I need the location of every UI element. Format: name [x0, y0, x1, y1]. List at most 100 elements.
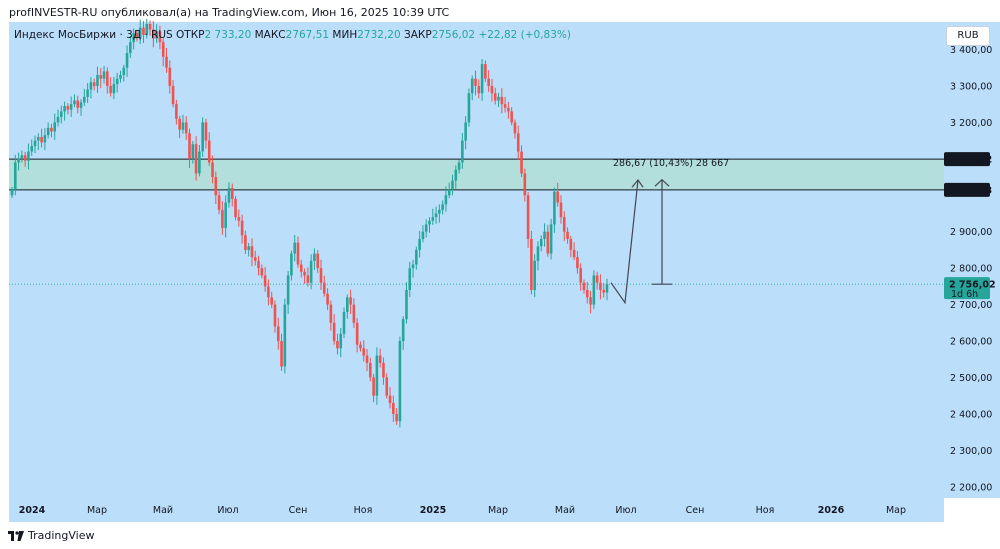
candle-body	[138, 27, 142, 39]
price-tick-label: 3 200,00	[950, 118, 992, 129]
candle-body	[359, 344, 362, 349]
candle-body	[553, 191, 556, 225]
candle-body	[280, 341, 283, 367]
candle-body	[467, 93, 471, 123]
price-tick-label: 2 900,00	[950, 227, 992, 238]
candle-body	[592, 275, 596, 305]
candle-body	[507, 107, 510, 112]
candle-body	[599, 282, 602, 291]
candle-body	[214, 177, 218, 196]
candle-body	[602, 290, 606, 293]
candle-body	[461, 140, 464, 163]
candle-body	[493, 93, 497, 101]
candle-body	[148, 23, 152, 30]
candle-body	[441, 204, 444, 210]
candle-body	[188, 133, 191, 159]
candle-body	[79, 102, 83, 108]
candle-body	[286, 275, 290, 305]
time-tick-label: Мар	[488, 505, 508, 516]
candle-body	[10, 189, 14, 196]
candle-body	[536, 246, 540, 261]
candle-body	[375, 355, 379, 396]
candle-body	[60, 111, 63, 117]
time-tick-label: Мар	[886, 505, 906, 516]
price-axis[interactable]	[944, 22, 1000, 498]
candle-body	[372, 377, 375, 396]
candle-body	[211, 162, 214, 178]
price-tick-label: 2 500,00	[950, 373, 992, 384]
candle-body	[533, 260, 536, 291]
candle-body	[355, 322, 359, 345]
candle-body	[572, 249, 576, 258]
low-label: МИН	[332, 29, 358, 41]
candle-body	[181, 122, 185, 130]
time-tick-label: Сен	[686, 505, 705, 516]
candle-body	[444, 195, 448, 205]
candle-body	[63, 105, 66, 112]
candle-body	[530, 238, 533, 291]
candle-body	[428, 220, 431, 225]
chart-area[interactable]	[9, 22, 944, 498]
candle-body	[464, 122, 467, 141]
candle-body	[369, 362, 372, 378]
candle-body	[194, 144, 198, 174]
candle-body	[401, 319, 405, 342]
candle-body	[569, 238, 573, 250]
candle-body	[342, 311, 346, 334]
candle-body	[76, 100, 80, 108]
candle-body	[257, 260, 260, 269]
candle-body	[171, 85, 175, 105]
candle-body	[438, 209, 441, 214]
price-tick-label: 2 800,00	[950, 264, 992, 275]
price-tick-label: 2 400,00	[950, 409, 992, 420]
candle-body	[303, 271, 306, 276]
candle-body	[309, 260, 313, 283]
symbol-legend: Индекс МосБиржи · 3Д · RUS ОТКР2 733,20 …	[14, 29, 571, 41]
candle-body	[585, 290, 589, 298]
candle-body	[13, 162, 17, 190]
tradingview-logo[interactable]: TradingView	[8, 529, 94, 542]
close-value: 2756,02	[431, 29, 476, 41]
time-tick-label: Июл	[615, 505, 636, 516]
candle-body	[83, 96, 86, 103]
candle-body	[135, 33, 139, 39]
candle-body	[405, 290, 408, 320]
candle-body	[165, 56, 168, 68]
candle-body	[158, 31, 162, 43]
candle-body	[424, 224, 428, 232]
candle-body	[332, 322, 336, 342]
resistance-level-label: 3099,02	[949, 155, 992, 166]
measure-label: 286,67 (10,43%) 28 667	[613, 158, 729, 169]
candle-body	[86, 89, 89, 97]
candle-body	[382, 362, 385, 378]
tradingview-brand: TradingView	[28, 529, 95, 542]
price-tick-label: 2 600,00	[950, 337, 992, 348]
candle-body	[253, 257, 257, 261]
candle-body	[589, 297, 592, 305]
last-price-badge	[944, 277, 990, 300]
support-level-label: 3014,63	[949, 185, 992, 196]
candle-body	[168, 67, 172, 86]
open-value: 2 733,20	[204, 29, 252, 41]
candle-body	[319, 268, 323, 283]
candle-body	[385, 377, 389, 396]
time-tick-label: Сен	[289, 505, 308, 516]
candle-body	[418, 238, 421, 250]
candle-body	[36, 136, 40, 141]
candle-body	[109, 85, 112, 94]
candle-body	[198, 151, 201, 174]
measure-arrowhead	[654, 178, 670, 187]
time-tick-label: Май	[153, 505, 173, 516]
candle-body	[576, 257, 579, 269]
candle-body	[510, 111, 513, 123]
candle-body	[470, 78, 474, 94]
candle-body	[559, 202, 563, 218]
candle-body	[487, 78, 490, 86]
time-axis[interactable]	[9, 498, 944, 522]
candle-body	[17, 158, 20, 163]
last-price-label: 2 756,02	[949, 280, 996, 291]
currency-button[interactable]: RUB	[946, 26, 990, 46]
candle-body	[339, 333, 343, 349]
candle-body	[497, 96, 500, 101]
